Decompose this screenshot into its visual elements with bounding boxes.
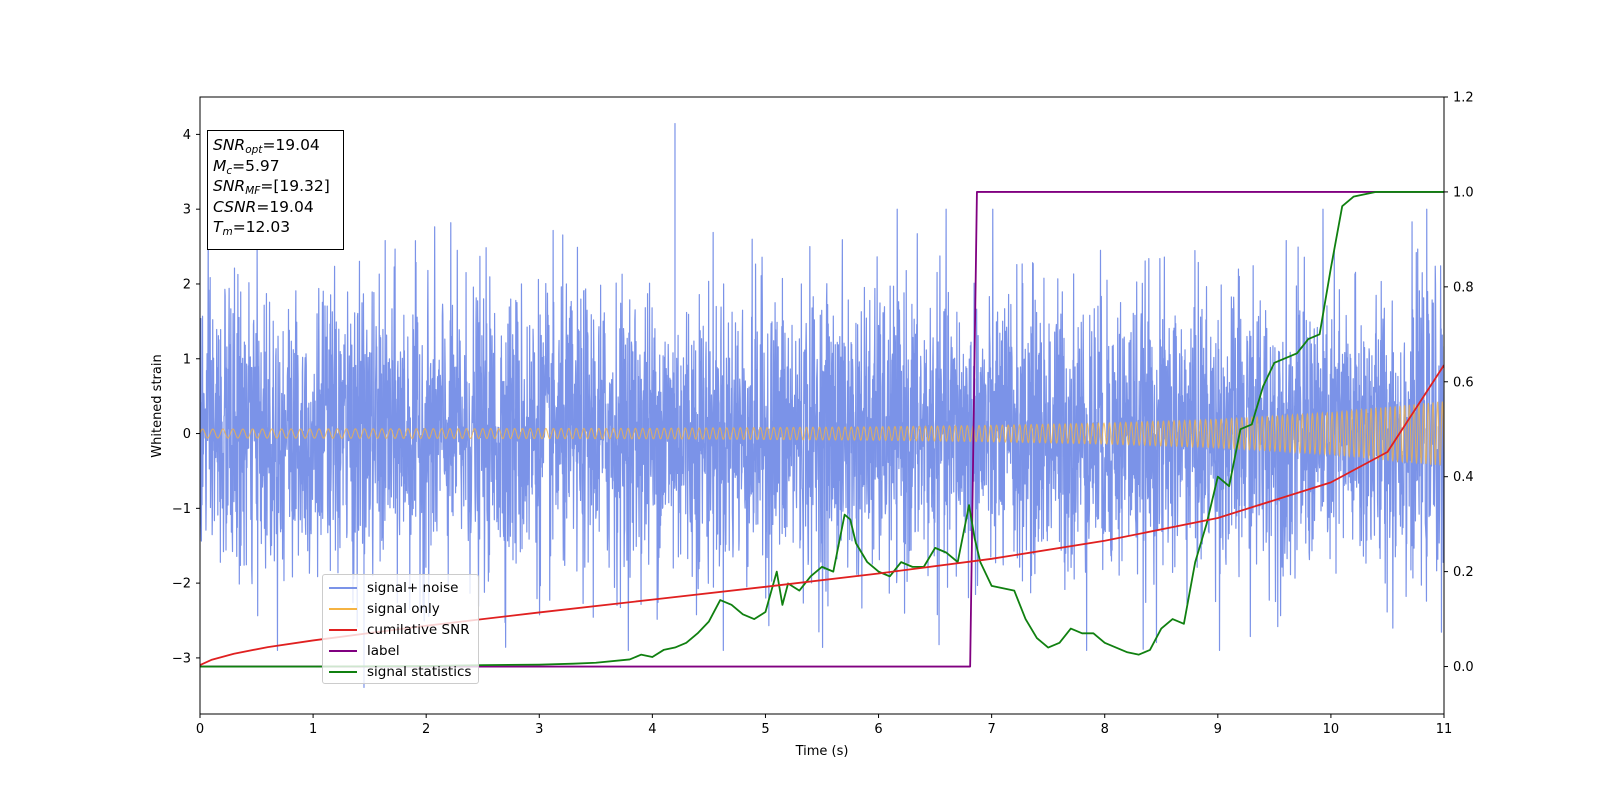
y-tick-label: 2 xyxy=(183,277,191,292)
y-tick-label: 1 xyxy=(183,352,191,367)
x-tick-label: 8 xyxy=(1101,722,1109,737)
y-tick-label: −2 xyxy=(172,577,191,592)
legend-item-signal-statistics: signal statistics xyxy=(329,661,478,682)
series-label xyxy=(200,191,1444,668)
y-tick-label: 4 xyxy=(183,128,191,143)
y2-tick-label: 0.6 xyxy=(1453,375,1474,390)
legend-item-signal-noise: signal+ noise xyxy=(329,578,478,599)
info-mc: Mc=5.97 xyxy=(213,156,280,177)
x-tick-label: 6 xyxy=(874,722,882,737)
x-tick-label: 2 xyxy=(422,722,430,737)
x-tick-label: 11 xyxy=(1436,722,1453,737)
x-tick-label: 7 xyxy=(987,722,995,737)
x-tick-label: 3 xyxy=(535,722,543,737)
legend-swatch xyxy=(329,587,357,590)
y-axis-label: Whitened strain xyxy=(150,354,165,457)
series-signal-statistics xyxy=(200,191,1444,668)
y2-tick-label: 1.0 xyxy=(1453,185,1474,200)
y-tick-label: −1 xyxy=(172,502,191,517)
x-tick-label: 5 xyxy=(761,722,769,737)
info-box: SNRopt=19.04 Mc=5.97 SNRMF=[19.32] CSNR=… xyxy=(207,130,344,250)
x-axis-label: Time (s) xyxy=(795,744,849,759)
series-cumulative-snr xyxy=(200,364,1444,666)
legend-item-label: label xyxy=(329,640,478,661)
info-tm: Tm=12.03 xyxy=(213,218,291,238)
x-tick-label: 9 xyxy=(1214,722,1222,737)
legend-swatch xyxy=(329,608,357,611)
x-tick-label: 0 xyxy=(196,722,204,737)
legend-swatch xyxy=(329,628,357,631)
y-tick-label: −3 xyxy=(172,651,191,666)
x-tick-label: 1 xyxy=(309,722,317,737)
y2-tick-label: 0.8 xyxy=(1453,280,1474,295)
y2-tick-label: 0.2 xyxy=(1453,565,1474,580)
y2-tick-label: 0.0 xyxy=(1453,660,1474,675)
y-tick-label: 0 xyxy=(183,427,191,442)
x-tick-label: 10 xyxy=(1323,722,1340,737)
legend-item-signal-only: signal only xyxy=(329,599,478,620)
info-snr-opt: SNRopt=19.04 xyxy=(213,136,320,156)
legend: signal+ noise signal only cumilative SNR… xyxy=(322,574,479,684)
legend-swatch xyxy=(329,670,357,673)
x-tick-label: 4 xyxy=(648,722,656,737)
legend-swatch xyxy=(329,649,357,652)
info-snr-mf: SNRMF=[19.32] xyxy=(213,177,330,197)
plot-frame xyxy=(199,96,1445,715)
series-signal-only xyxy=(200,401,1444,466)
y2-tick-label: 1.2 xyxy=(1453,91,1474,106)
legend-item-cumulative-snr: cumilative SNR xyxy=(329,620,478,641)
y2-tick-label: 0.4 xyxy=(1453,470,1474,485)
info-csnr: CSNR=19.04 xyxy=(213,197,314,216)
y-tick-label: 3 xyxy=(183,203,191,218)
